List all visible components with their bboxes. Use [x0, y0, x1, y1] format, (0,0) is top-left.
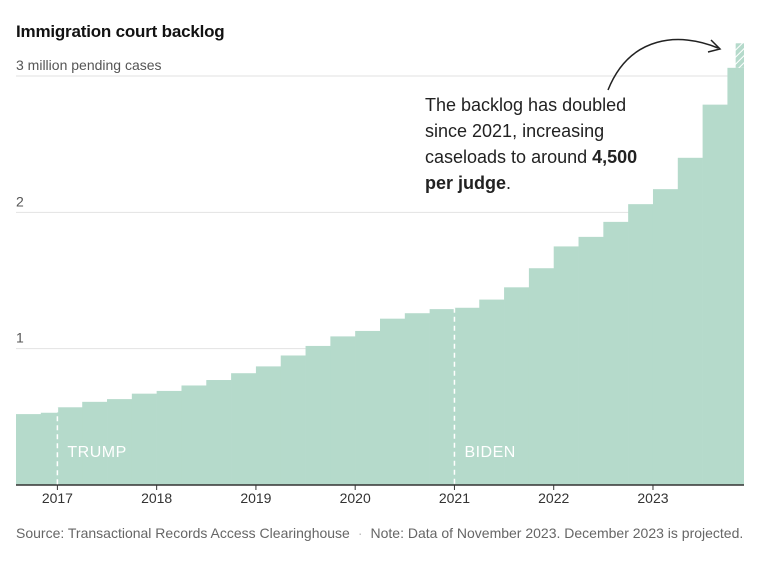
source-note: Source: Transactional Records Access Cle…: [16, 525, 350, 541]
term-label: TRUMP: [67, 444, 126, 461]
bar: [57, 407, 83, 485]
bar: [454, 307, 480, 485]
bars: [16, 43, 744, 486]
bar: [107, 399, 133, 485]
bar: [231, 373, 257, 485]
bar: [16, 414, 42, 485]
callout-text: The backlog has doubled since 2021, incr…: [425, 92, 655, 196]
bar: [479, 299, 505, 485]
x-tick-label: 2019: [240, 490, 271, 506]
callout-arrow: [607, 38, 719, 91]
bar-projected: [735, 43, 744, 68]
y-axis-label: 3 million pending cases: [16, 57, 162, 73]
bar: [652, 189, 679, 485]
y-tick-labels: 3 million pending cases 1 2: [16, 57, 162, 346]
annotations: TRUMP BIDEN: [56, 307, 515, 485]
x-tick-label: 2018: [141, 490, 172, 506]
data-note: Note: Data of November 2023. December 20…: [370, 525, 744, 541]
bar: [82, 401, 108, 485]
arrowhead-icon: [707, 39, 722, 53]
callout-bold: 4,500 per judge: [425, 147, 638, 193]
bar: [255, 366, 282, 485]
bar: [280, 355, 306, 485]
bar-projected-base: [735, 67, 744, 485]
bar: [404, 313, 430, 485]
bar: [131, 393, 157, 485]
bar: [702, 104, 728, 485]
bar: [528, 268, 555, 485]
x-tick-label: 2020: [340, 490, 371, 506]
separator-dot: ·: [357, 525, 363, 541]
bar: [40, 412, 58, 485]
footer: Source: Transactional Records Access Cle…: [16, 523, 746, 544]
bar: [553, 246, 579, 485]
bar: [628, 204, 654, 486]
x-tick-label: 2017: [42, 490, 73, 506]
bar: [206, 380, 232, 485]
bar: [305, 345, 331, 485]
bar: [355, 330, 381, 485]
bar: [380, 318, 406, 485]
bar: [677, 157, 703, 486]
x-tick-label: 2021: [439, 490, 470, 506]
callout-end: .: [506, 173, 512, 193]
bar: [578, 236, 604, 485]
y-tick-label: 2: [16, 193, 24, 209]
x-axis: 2017 2018 2019 2020 2021 2022 2023: [16, 484, 744, 506]
y-tick-label: 1: [16, 330, 24, 346]
x-tick-label: 2022: [538, 490, 569, 506]
bar: [181, 385, 207, 485]
term-label: BIDEN: [464, 444, 515, 461]
callout-body: The backlog has doubled since 2021, incr…: [425, 95, 627, 167]
bar: [504, 287, 530, 485]
bar: [429, 309, 455, 485]
bar: [330, 336, 356, 485]
chart-title: Immigration court backlog: [16, 22, 225, 41]
bar: [603, 221, 629, 486]
bar: [727, 67, 736, 485]
x-tick-label: 2023: [637, 490, 668, 506]
bar: [156, 390, 182, 485]
